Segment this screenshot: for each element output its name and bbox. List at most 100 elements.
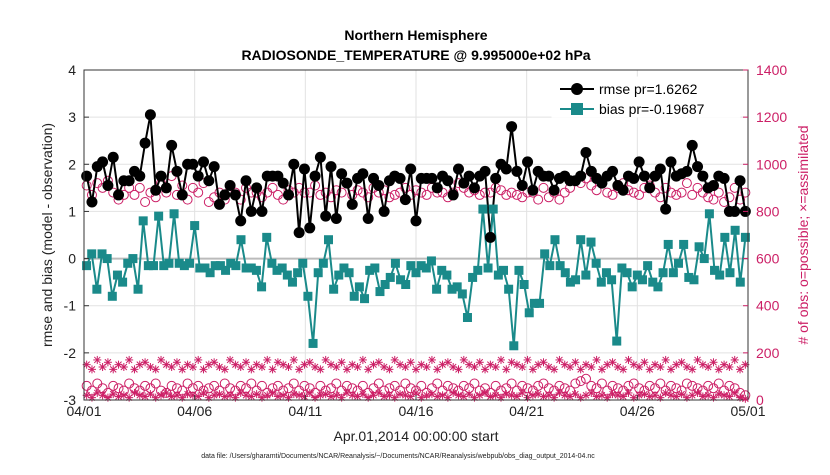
obs-assimilated-marker <box>316 365 325 374</box>
rmse-point <box>718 172 730 184</box>
obs-assimilated-marker <box>592 355 601 364</box>
asterisk-stroke <box>317 391 324 399</box>
obs-assimilated-marker <box>645 365 654 374</box>
rmse-point <box>277 177 289 189</box>
rmse-point <box>426 172 438 184</box>
obs-assimilated-marker <box>273 392 282 401</box>
asterisk-stroke <box>83 361 91 368</box>
obs-possible-marker <box>570 378 581 389</box>
asterisk-stroke <box>699 393 707 400</box>
obs-possible-marker <box>681 378 692 389</box>
x-axis-label: Apr.01,2014 00:00:00 start <box>333 428 498 444</box>
bias-point <box>488 204 498 214</box>
rmse-point <box>341 177 353 189</box>
obs-assimilated-marker <box>491 363 500 371</box>
bias-point <box>689 275 699 285</box>
asterisk-stroke <box>168 393 176 400</box>
obs-possible-marker <box>134 182 145 193</box>
obs-assimilated-marker <box>364 365 373 374</box>
asterisk-stroke <box>306 389 314 397</box>
asterisk-stroke <box>173 358 181 366</box>
asterisk-stroke <box>216 363 223 371</box>
y-right-tick-label: 1200 <box>756 109 787 125</box>
x-tick-label: 04/01 <box>66 403 101 419</box>
bias-point <box>215 261 225 271</box>
obs-possible-marker <box>580 373 591 384</box>
obs-possible-marker <box>538 182 549 193</box>
x-axis-ticks: 04/01 04/06 04/11 04/16 04/21 04/26 05/01 <box>66 395 766 419</box>
bias-point <box>540 249 550 259</box>
asterisk-stroke <box>433 393 441 400</box>
asterisk-stroke <box>147 363 154 371</box>
bias-point <box>452 282 462 292</box>
asterisk-stroke <box>152 366 160 373</box>
obs-possible-marker <box>161 387 172 398</box>
asterisk-stroke <box>513 361 521 368</box>
rmse-point <box>160 182 172 194</box>
obs-assimilated-marker <box>725 363 734 371</box>
asterisk-stroke <box>720 361 728 368</box>
asterisk-stroke <box>109 366 117 373</box>
obs-possible-marker <box>384 192 395 203</box>
asterisk-stroke <box>226 391 234 399</box>
bias-point <box>148 261 158 271</box>
obs-possible-marker <box>389 189 400 200</box>
obs-assimilated-marker <box>528 365 537 374</box>
rmse-point <box>644 182 656 194</box>
obs-possible-marker <box>713 378 724 389</box>
bias-point <box>694 242 704 252</box>
obs-possible-marker <box>331 185 342 196</box>
asterisk-stroke <box>290 390 298 398</box>
asterisk-stroke <box>662 389 670 397</box>
obs-assimilated-marker <box>502 390 511 399</box>
obs-assimilated-marker <box>188 391 197 400</box>
obs-assimilated-marker <box>284 363 293 371</box>
asterisk-stroke <box>433 366 441 373</box>
obs-possible-marker <box>554 194 565 205</box>
y-left-axis-label: rmse and bias (model - observation) <box>39 123 55 347</box>
obs-possible-marker <box>724 380 735 391</box>
asterisk-stroke <box>704 391 712 399</box>
asterisk-stroke <box>582 361 590 368</box>
asterisk-stroke <box>247 366 255 373</box>
rmse-point <box>378 205 390 217</box>
obs-possible-marker <box>299 380 310 391</box>
bias-point <box>118 277 128 287</box>
obs-possible-marker <box>315 189 326 200</box>
obs-assimilated-marker <box>396 390 405 399</box>
bias-point <box>560 268 570 278</box>
chart-title: Northern Hemisphere <box>344 27 487 43</box>
asterisk-stroke <box>619 366 627 373</box>
obs-possible-marker <box>272 189 283 200</box>
obs-assimilated-marker <box>257 363 266 371</box>
bias-point <box>164 258 174 268</box>
grid <box>83 69 749 401</box>
asterisk-stroke <box>242 358 250 366</box>
obs-assimilated-marker <box>263 355 272 364</box>
bias-point <box>596 277 606 287</box>
bias-point <box>637 275 647 285</box>
obs-assimilated-marker <box>316 391 325 400</box>
bias-point <box>519 280 529 289</box>
asterisk-stroke <box>428 390 436 398</box>
asterisk-stroke <box>417 361 425 368</box>
legend-rmse-label: rmse pr=1.6262 <box>599 81 698 97</box>
obs-assimilated-marker <box>481 365 490 374</box>
asterisk-stroke <box>561 361 569 368</box>
bias-point <box>293 268 303 278</box>
obs-assimilated-marker <box>210 358 219 367</box>
bias-point <box>401 280 411 289</box>
obs-assimilated-marker <box>730 355 739 364</box>
rmse-point <box>97 156 109 168</box>
y-left-tick-label: -2 <box>64 345 77 361</box>
asterisk-stroke <box>125 356 133 364</box>
bias-point <box>143 261 153 271</box>
obs-possible-marker <box>607 189 618 200</box>
asterisk-stroke <box>678 390 685 398</box>
asterisk-stroke <box>120 391 128 399</box>
legend: rmse pr=1.6262 bias pr=-0.19687 <box>551 76 741 118</box>
obs-possible-marker <box>336 187 347 198</box>
asterisk-stroke <box>274 358 282 366</box>
bias-point <box>97 249 107 259</box>
y-left-tick-label: 4 <box>68 62 76 78</box>
